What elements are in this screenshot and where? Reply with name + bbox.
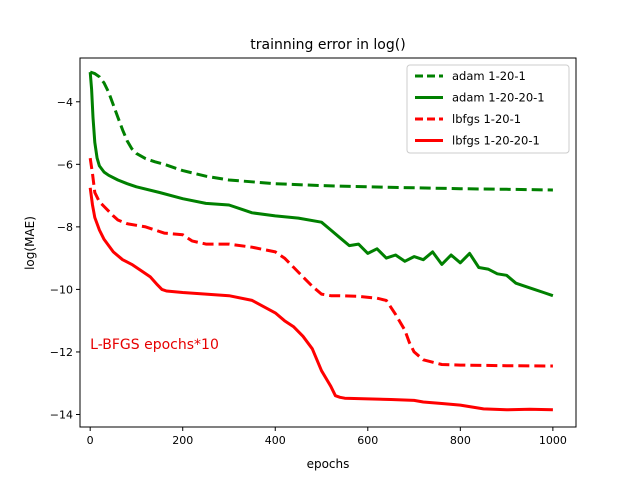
legend-box — [406, 64, 570, 154]
x-axis-label: epochs — [307, 457, 350, 471]
legend-label-lbfgs-1-20-1: lbfgs 1-20-1 — [452, 112, 521, 126]
x-tick-label: 400 — [265, 434, 286, 447]
y-tick-label: −14 — [50, 408, 73, 421]
x-tick-label: 0 — [87, 434, 94, 447]
x-tick-label: 1000 — [539, 434, 567, 447]
y-tick-label: −12 — [50, 346, 73, 359]
legend-label-adam-1-20-1: adam 1-20-1 — [452, 69, 526, 83]
x-tick-label: 200 — [172, 434, 193, 447]
plot-series — [88, 70, 554, 412]
legend-label-adam-1-20-20-1: adam 1-20-20-1 — [452, 91, 545, 105]
series-line-lbfgs-1-20-20-1 — [88, 187, 553, 412]
y-tick-label: −8 — [57, 221, 73, 234]
y-axis-ticks: −14 −12 −10 −8 −6 −4 — [50, 96, 80, 421]
x-tick-label: 600 — [357, 434, 378, 447]
y-axis-label: log(MAE) — [23, 216, 37, 270]
y-tick-label: −4 — [57, 96, 73, 109]
series-line-lbfgs-1-20-1 — [88, 157, 553, 368]
x-tick-label: 800 — [450, 434, 471, 447]
x-axis-ticks: 0 200 400 600 800 1000 — [87, 427, 567, 447]
legend-label-lbfgs-1-20-20-1: lbfgs 1-20-20-1 — [452, 134, 540, 148]
plot-frame — [79, 57, 577, 428]
y-tick-label: −6 — [57, 158, 73, 171]
series-line-adam-1-20-20-1 — [88, 71, 554, 298]
series-line-adam-1-20-1 — [89, 70, 553, 192]
chart-title: trainning error in log() — [250, 37, 405, 53]
y-tick-label: −10 — [50, 283, 73, 296]
annotation-lbfgs-epochs: L-BFGS epochs*10 — [90, 337, 219, 353]
legend: adam 1-20-1 adam 1-20-20-1 lbfgs 1-20-1 lbf… — [406, 64, 570, 154]
